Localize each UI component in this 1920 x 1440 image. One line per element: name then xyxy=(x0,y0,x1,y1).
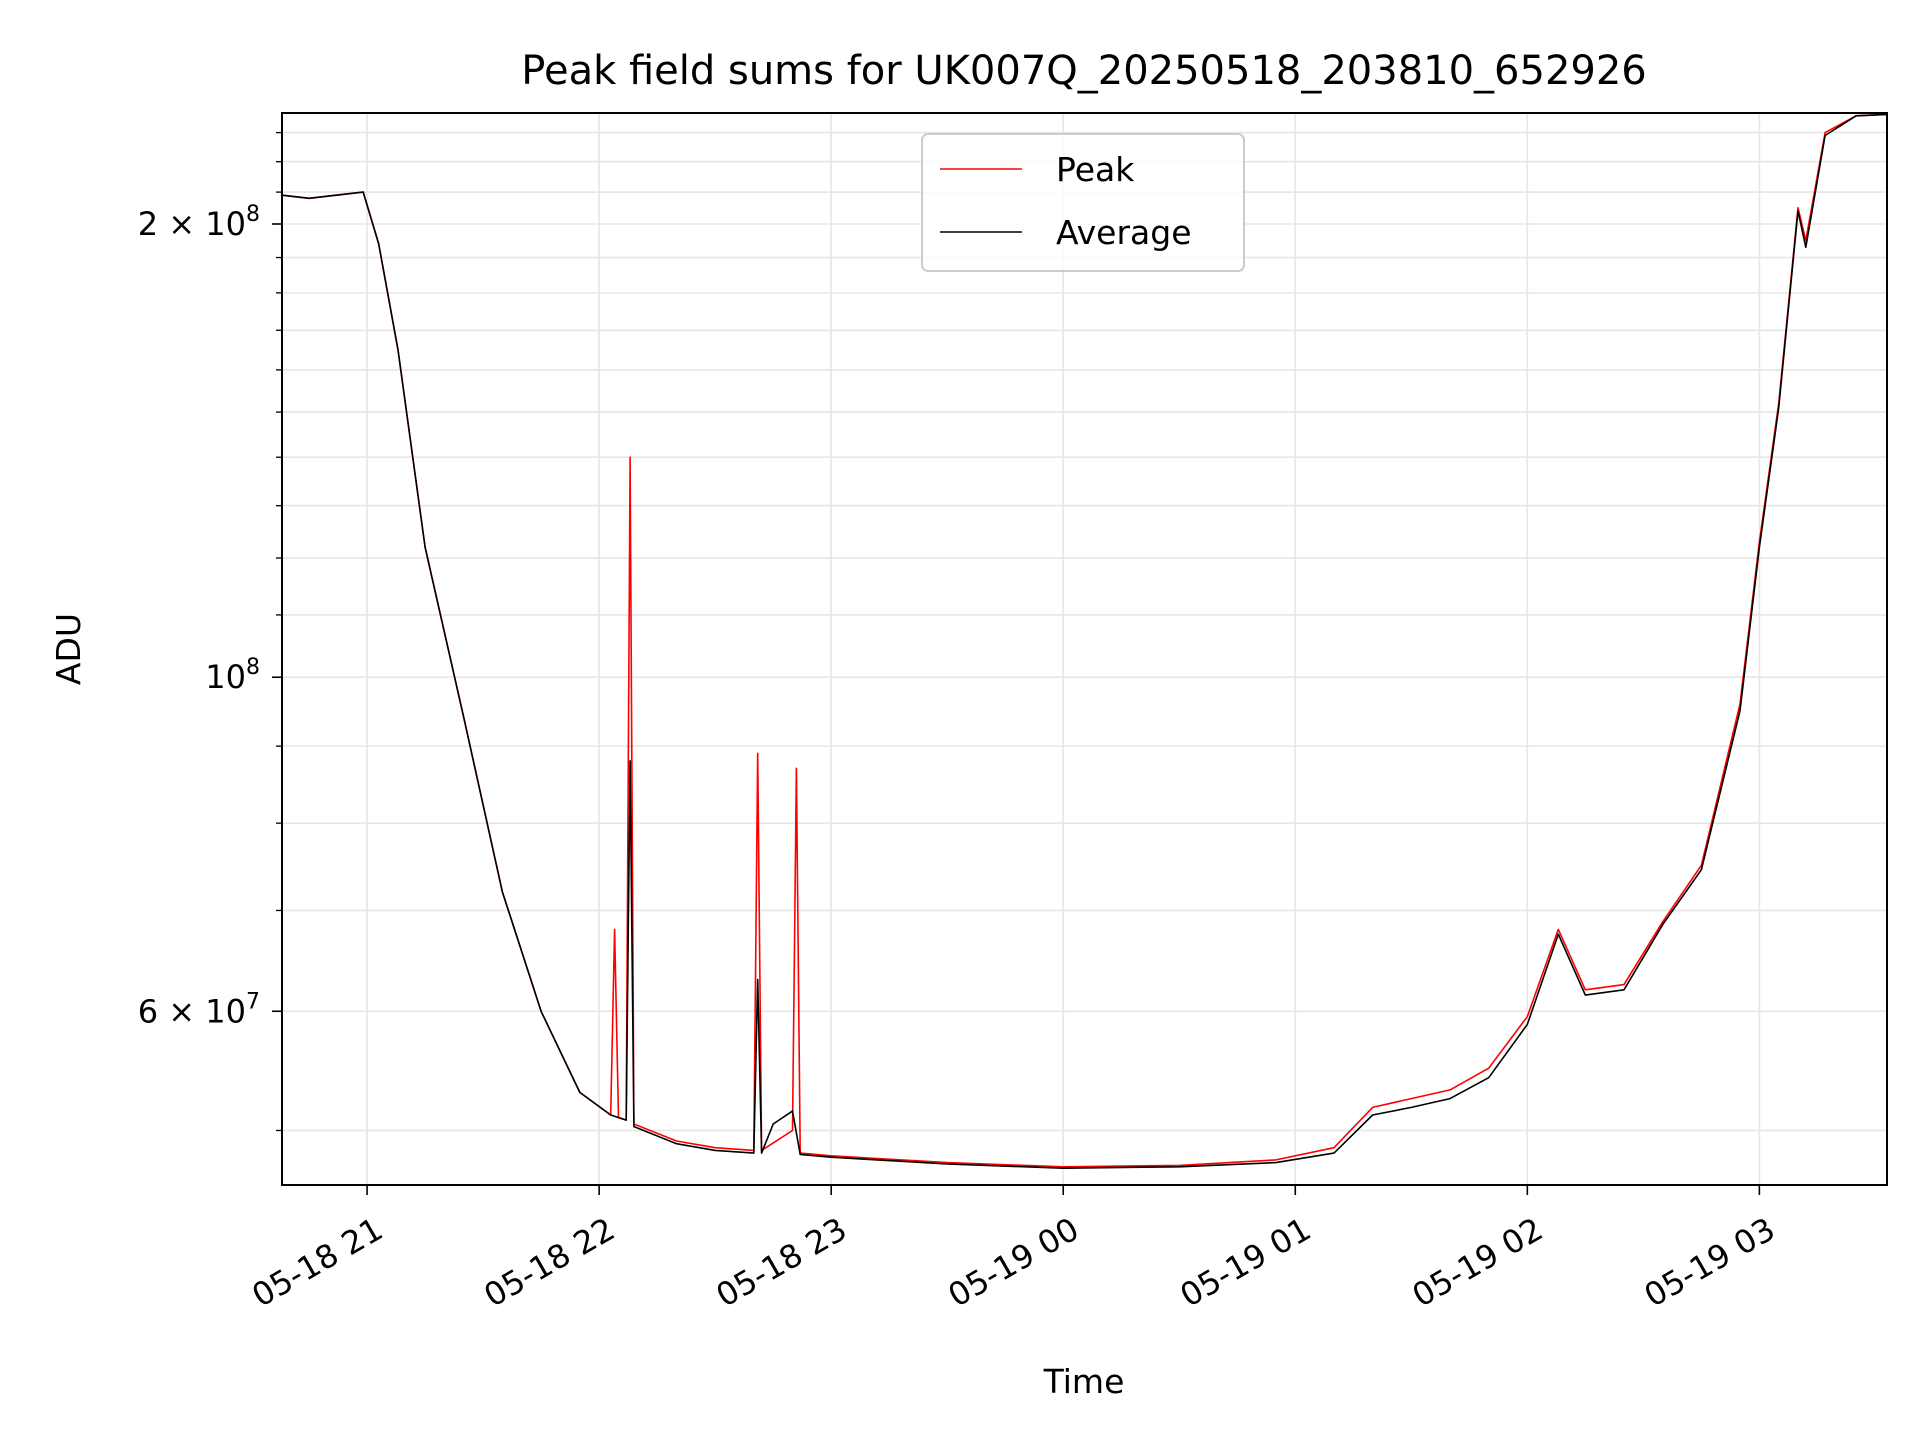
y-tick-label-part: × xyxy=(158,992,205,1030)
y-tick-label-part: 10 xyxy=(205,205,246,243)
y-tick-label: 2 × 108 xyxy=(138,202,260,243)
y-tick-label-exponent: 7 xyxy=(246,989,260,1014)
series-line-average xyxy=(281,113,1888,1169)
y-tick-label: 6 × 107 xyxy=(138,989,260,1030)
y-tick-label-part: 10 xyxy=(205,992,246,1030)
grid xyxy=(282,113,1887,1185)
x-axis-label: Time xyxy=(1043,1362,1125,1401)
legend-label-average: Average xyxy=(1056,213,1192,252)
chart-title: Peak field sums for UK007Q_20250518_2038… xyxy=(521,48,1646,94)
y-tick-label-part: 10 xyxy=(205,658,246,696)
plot-frame xyxy=(281,112,1888,1186)
y-tick-label-part: × xyxy=(158,205,205,243)
series-group xyxy=(281,113,1888,1169)
legend: Peak Average xyxy=(921,133,1245,272)
y-tick-label-part: 2 xyxy=(138,205,158,243)
y-axis-label: ADU xyxy=(49,613,88,685)
y-tick-label: 108 xyxy=(205,655,260,696)
y-tick-label-exponent: 8 xyxy=(246,655,260,680)
legend-label-peak: Peak xyxy=(1056,150,1135,189)
y-tick-label-part: 6 xyxy=(138,992,158,1030)
y-tick-label-exponent: 8 xyxy=(246,202,260,227)
